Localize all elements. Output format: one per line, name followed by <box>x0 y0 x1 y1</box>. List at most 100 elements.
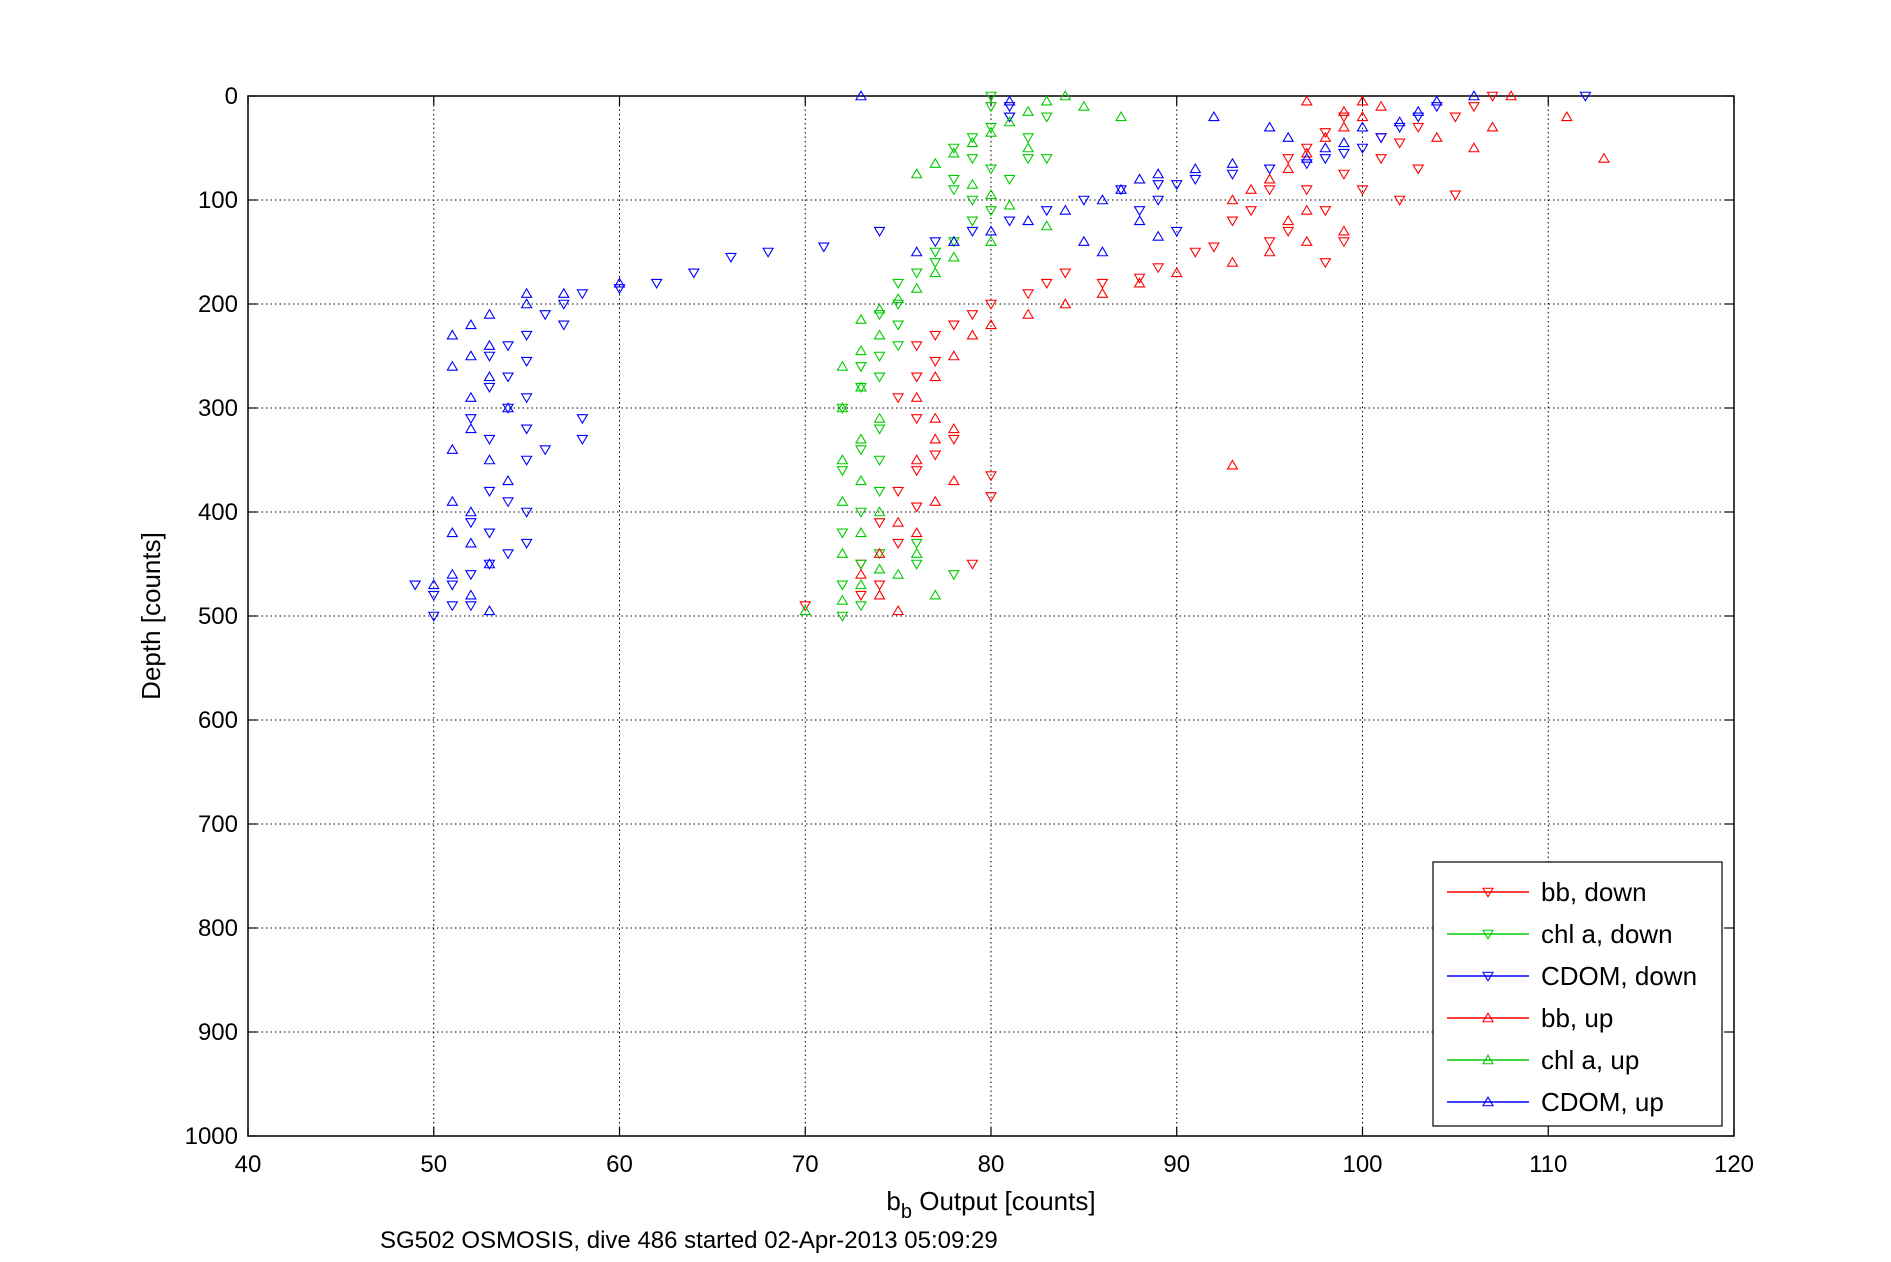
data-point <box>966 195 979 206</box>
data-point <box>650 278 663 290</box>
data-point <box>1356 143 1369 154</box>
data-point <box>947 320 960 331</box>
data-point <box>1207 242 1220 253</box>
legend-marker <box>1482 1012 1494 1023</box>
data-point <box>1337 105 1350 116</box>
data-point <box>966 154 979 165</box>
data-point <box>1096 194 1109 205</box>
data-point <box>1319 131 1332 142</box>
data-point <box>1337 112 1350 123</box>
data-point <box>520 455 533 466</box>
data-point <box>892 486 905 498</box>
data-point <box>947 474 960 486</box>
data-point <box>1040 220 1053 231</box>
legend-entry: chl a, down <box>1447 919 1673 949</box>
data-point <box>1598 152 1610 163</box>
data-point <box>910 547 923 558</box>
legend-label: chl a, up <box>1541 1045 1639 1075</box>
data-point <box>1207 110 1220 122</box>
data-point <box>1022 289 1035 300</box>
data-point <box>836 402 849 413</box>
y-tick-label: 900 <box>198 1019 238 1046</box>
data-point <box>929 433 942 444</box>
data-point <box>1170 266 1183 278</box>
series-0 <box>799 91 1499 612</box>
data-point <box>1003 116 1016 127</box>
data-point <box>947 143 960 154</box>
data-point <box>502 341 515 352</box>
data-point <box>1393 116 1406 127</box>
legend-entry: CDOM, down <box>1447 961 1697 991</box>
data-point <box>929 450 942 461</box>
data-point <box>576 414 589 425</box>
data-point <box>483 308 496 319</box>
x-tick-label: 40 <box>235 1151 262 1178</box>
grid <box>248 96 1734 1136</box>
data-point <box>855 445 867 456</box>
data-point <box>1003 199 1016 210</box>
data-point <box>1003 216 1016 227</box>
data-point <box>855 90 867 101</box>
x-tick-label: 110 <box>1529 1151 1567 1178</box>
data-point <box>855 568 867 579</box>
data-point <box>1393 122 1406 134</box>
legend-marker <box>1482 929 1494 940</box>
x-axis-label-main: b <box>886 1186 900 1216</box>
data-point <box>892 278 905 290</box>
data-point <box>1133 173 1146 184</box>
data-point <box>1300 95 1313 106</box>
legend-marker <box>1482 1054 1494 1065</box>
data-point <box>985 102 997 113</box>
data-point <box>1022 154 1035 165</box>
data-point <box>1319 142 1332 153</box>
data-point <box>1077 235 1090 246</box>
data-point <box>502 549 515 560</box>
data-point <box>1245 183 1258 194</box>
data-point <box>910 372 923 383</box>
data-point <box>873 589 886 600</box>
data-point <box>1337 169 1350 180</box>
data-point <box>929 258 942 269</box>
data-point <box>985 122 997 134</box>
data-point <box>687 268 700 279</box>
x-tick-label: 120 <box>1714 1151 1754 1178</box>
data-point <box>836 528 849 539</box>
data-point <box>929 412 942 423</box>
data-point <box>1152 195 1165 206</box>
data-point <box>1040 95 1053 106</box>
data-point <box>557 320 570 331</box>
data-point <box>446 443 459 454</box>
data-point <box>929 266 942 278</box>
legend-label: CDOM, up <box>1541 1087 1664 1117</box>
data-point <box>576 434 589 446</box>
data-point <box>1040 206 1053 217</box>
data-point <box>910 559 923 570</box>
data-point <box>836 547 849 558</box>
data-point <box>483 604 496 616</box>
data-point <box>1133 206 1146 217</box>
data-point <box>1467 102 1480 113</box>
data-point <box>929 330 942 342</box>
data-point <box>910 268 923 279</box>
data-point <box>1486 121 1499 132</box>
x-tick-label: 90 <box>1163 1151 1190 1178</box>
data-point <box>929 495 942 506</box>
data-point <box>762 247 775 258</box>
data-point <box>1003 112 1016 123</box>
data-point <box>483 339 496 350</box>
data-point <box>446 526 459 538</box>
data-point <box>966 216 979 227</box>
data-point <box>947 174 960 186</box>
data-point <box>483 382 496 394</box>
data-point <box>873 351 886 362</box>
data-point <box>985 492 997 503</box>
data-point <box>1022 105 1035 116</box>
data-point <box>910 282 923 293</box>
legend: bb, down chl a, down CDOM, down bb, up chl a… <box>1432 861 1723 1127</box>
data-point <box>1263 173 1276 184</box>
data-point <box>1059 204 1072 215</box>
data-point <box>1077 100 1090 111</box>
data-point <box>929 356 942 368</box>
data-point <box>1467 90 1480 101</box>
data-point <box>1152 263 1165 274</box>
